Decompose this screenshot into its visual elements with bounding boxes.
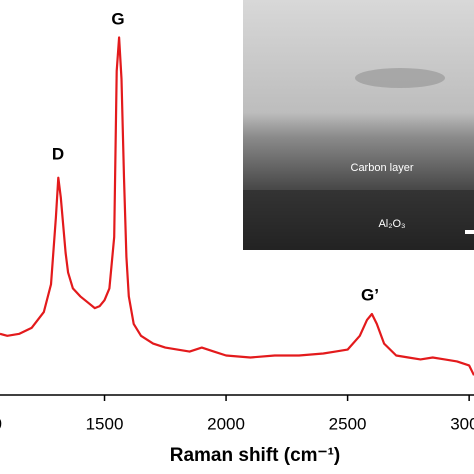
x-tick-label: 1000: [0, 414, 2, 433]
x-tick-label: 2000: [207, 414, 245, 433]
inset-label: Al₂O₃: [378, 218, 405, 230]
peak-label: G: [111, 9, 124, 28]
x-tick-label: 3000: [450, 414, 474, 433]
x-tick-label: 2500: [329, 414, 367, 433]
peak-label: D: [52, 144, 64, 163]
inset-image: [243, 0, 474, 250]
x-tick-label: 1500: [86, 414, 124, 433]
spectrum-line: [0, 36, 474, 376]
x-axis-label: Raman shift (cm⁻¹): [170, 445, 341, 466]
peak-label: G’: [361, 285, 379, 304]
inset-label: Carbon layer: [351, 162, 414, 174]
